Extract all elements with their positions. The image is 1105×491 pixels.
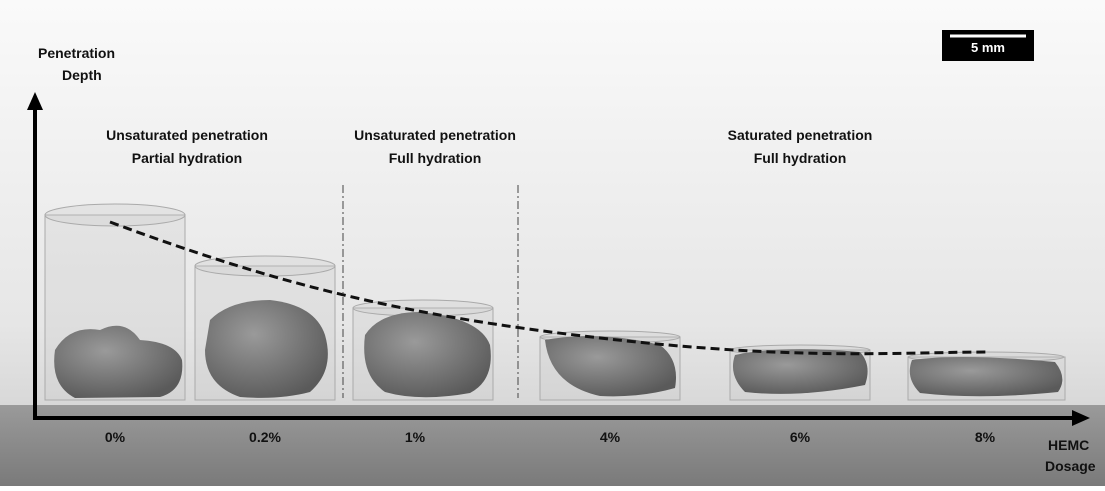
sample-label: 1% (405, 429, 426, 445)
axes (27, 92, 1090, 426)
region-dividers (342, 185, 519, 398)
region-label: Unsaturated penetration (106, 127, 268, 143)
region-label: Partial hydration (132, 150, 242, 166)
sample-label: 0.2% (249, 429, 281, 445)
y-axis-label: Penetration (38, 45, 115, 61)
sample-label: 8% (975, 429, 996, 445)
x-axis-label: Dosage (1045, 458, 1096, 474)
region-label: Full hydration (389, 150, 482, 166)
trend-curve (109, 220, 991, 356)
sample-label: 0% (105, 429, 126, 445)
region-label: Unsaturated penetration (354, 127, 516, 143)
scale-bar-label: 5 mm (971, 40, 1005, 55)
region-label: Full hydration (754, 150, 847, 166)
sample-label: 4% (600, 429, 621, 445)
samples-photo (54, 300, 1063, 398)
region-label: Saturated penetration (728, 127, 873, 143)
sample-label: 6% (790, 429, 811, 445)
y-axis-label: Depth (62, 67, 102, 83)
x-axis-label: HEMC (1048, 437, 1089, 453)
